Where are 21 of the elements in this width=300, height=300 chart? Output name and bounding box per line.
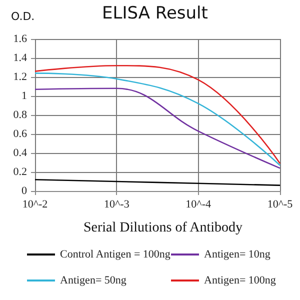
y-tick-label: 0.4 (13, 147, 28, 159)
y-tick-label: 0.6 (13, 128, 28, 140)
legend-label: Antigen= 50ng (60, 274, 127, 286)
line-series (34, 88, 281, 169)
x-axis-title: Serial Dilutions of Antibody (83, 220, 243, 236)
y-tick-label: 1.2 (13, 71, 27, 83)
y-tick-label: 0 (22, 185, 28, 197)
chart-title: ELISA Result (102, 4, 208, 24)
y-tick-label: 1 (22, 90, 27, 102)
x-tick-label: 10^-3 (104, 198, 130, 210)
y-axis-title: O.D. (11, 10, 35, 23)
y-tick-label: 1.4 (13, 52, 28, 64)
x-tick-label: 10^-5 (267, 198, 294, 210)
legend-label: Control Antigen = 100ng (60, 248, 171, 260)
legend-label: Antigen= 100ng (204, 274, 276, 286)
x-tick-label: 10^-2 (22, 198, 48, 210)
y-tick-label: 1.6 (13, 33, 28, 45)
legend-label: Antigen= 10ng (204, 248, 271, 260)
x-tick-label: 10^-4 (186, 198, 212, 210)
y-tick-label: 0.2 (13, 166, 27, 178)
y-tick-label: 0.8 (13, 109, 28, 121)
